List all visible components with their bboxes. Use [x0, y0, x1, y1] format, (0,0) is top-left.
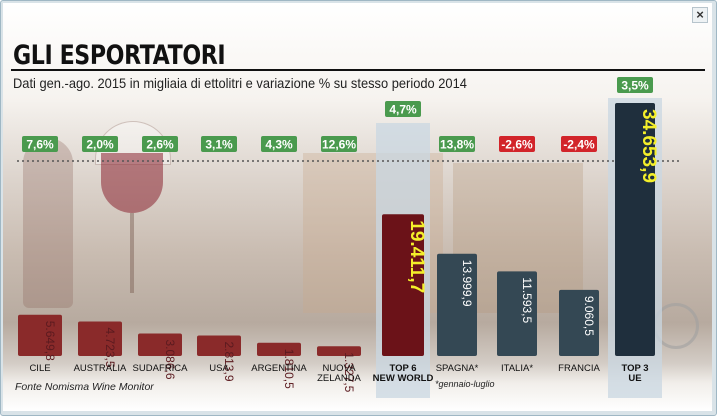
category-label: ITALIA* — [501, 363, 533, 374]
category-label: NEW WORLD — [373, 373, 434, 384]
bar-usa — [197, 335, 241, 356]
category-label: ZELANDA — [317, 373, 361, 384]
variation-badge — [22, 136, 58, 152]
chart-subtitle: Dati gen.-ago. 2015 in migliaia di ettol… — [13, 75, 467, 91]
bar-francia — [559, 289, 599, 356]
variation-label: 4,3% — [265, 138, 293, 152]
variation-label: 12,6% — [322, 138, 356, 152]
category-label: UE — [628, 373, 641, 384]
category-label: ARGENTINA — [251, 363, 307, 374]
bar-top-3-ue — [615, 103, 655, 356]
category-label: SPAGNA* — [436, 363, 479, 374]
variation-badge — [617, 77, 653, 93]
category-label: TOP 3 — [621, 363, 648, 374]
bar-top-6-new-world — [382, 214, 424, 356]
title-underline — [11, 69, 705, 71]
bar-chart: 5.649,8 7,6% CILE 4.723,5 2,0% AUSTRALIA 3.086… — [17, 77, 679, 398]
background-glass-stem — [130, 213, 134, 293]
variation-label: 2,6% — [146, 138, 174, 152]
variation-badge — [561, 136, 597, 152]
variation-label: 2,0% — [86, 138, 114, 152]
value-label: 19.411,7 — [406, 220, 427, 293]
category-label: FRANCIA — [558, 363, 600, 374]
variation-label: -2,4% — [563, 138, 595, 152]
value-label: 13.999,9 — [460, 260, 474, 307]
variation-label: 13,8% — [440, 138, 474, 152]
variation-badge — [321, 136, 357, 152]
variation-badge — [142, 136, 178, 152]
close-icon[interactable]: × — [692, 7, 708, 23]
chart-title: GLI ESPORTATORI — [13, 40, 226, 71]
bar-argentina — [257, 342, 301, 356]
background-wine — [101, 153, 163, 213]
category-label: AUSTRALIA — [74, 363, 127, 374]
value-label: 1.810,5 — [282, 349, 296, 389]
variation-badge — [499, 136, 535, 152]
bar-australia — [78, 321, 122, 356]
source-note: Fonte Nomisma Wine Monitor — [15, 381, 154, 393]
value-label: 5.649,8 — [43, 321, 57, 361]
category-label: USA — [209, 363, 229, 374]
bar-sudafrica — [138, 333, 182, 356]
value-label: 3.086,6 — [163, 339, 177, 379]
footnote: *gennaio-luglio — [435, 379, 495, 389]
value-label: 1.327,5 — [342, 352, 356, 392]
bar-spagna- — [437, 253, 477, 356]
variation-label: 3,5% — [621, 79, 649, 93]
background-bottle — [23, 138, 73, 308]
variation-label: 7,6% — [26, 138, 54, 152]
bar-cile — [18, 314, 62, 356]
value-label: 9.060,5 — [582, 296, 596, 336]
variation-label: -2,6% — [501, 138, 533, 152]
variation-badge — [439, 136, 475, 152]
category-label: TOP 6 — [389, 363, 416, 374]
value-label: 4.723,5 — [103, 328, 117, 368]
variation-badge — [201, 136, 237, 152]
chart-canvas: GLI ESPORTATORI Dati gen.-ago. 2015 in m… — [3, 3, 712, 411]
value-label: 2.813,9 — [222, 341, 236, 381]
category-label: CILE — [29, 363, 50, 374]
variation-badge — [82, 136, 118, 152]
variation-label: 4,7% — [389, 103, 417, 117]
variation-badge — [261, 136, 297, 152]
category-label: NUOVA — [322, 363, 356, 374]
variation-badge — [385, 101, 421, 117]
category-label: SUDAFRICA — [133, 363, 189, 374]
variation-label: 3,1% — [205, 138, 233, 152]
value-label: 11.593,5 — [520, 277, 534, 323]
value-label: 34.653,9 — [638, 109, 659, 183]
bar-nuova-zelanda — [317, 346, 361, 356]
bar-italia- — [497, 271, 537, 356]
